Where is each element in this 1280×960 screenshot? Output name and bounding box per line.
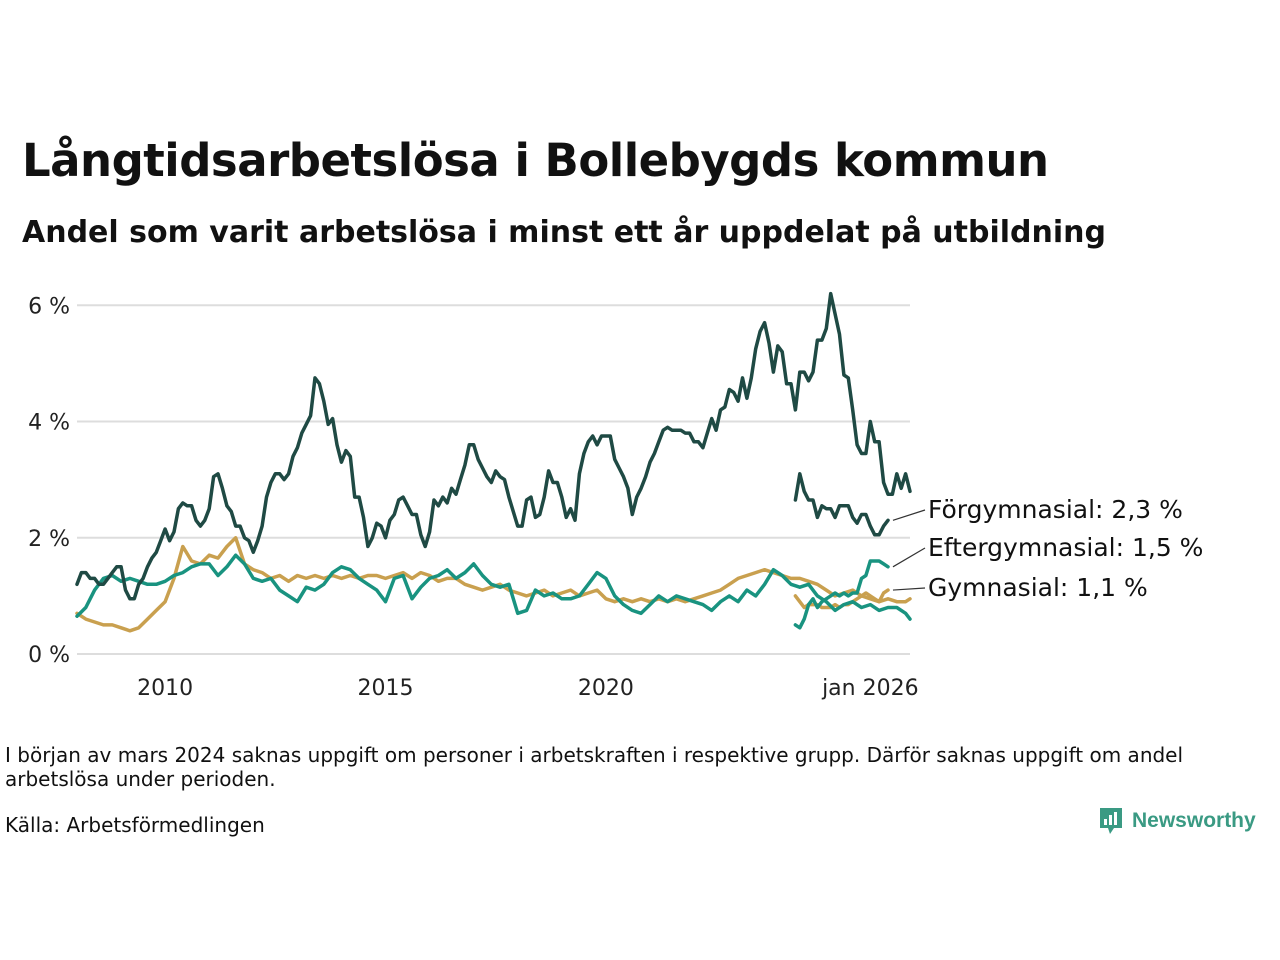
source-text: Källa: Arbetsförmedlingen <box>5 813 265 837</box>
chart-title: Långtidsarbetslösa i Bollebygds kommun <box>22 134 1049 187</box>
label-leader <box>892 509 926 521</box>
chart-subtitle: Andel som varit arbetslösa i minst ett å… <box>22 215 1106 250</box>
series-line-eftergymnasial <box>75 553 912 621</box>
series-line-förgymnasial <box>75 291 912 601</box>
x-axis: 2010 2015 2020 jan 2026 <box>137 676 918 701</box>
footnote: I början av mars 2024 saknas uppgift om … <box>5 743 1184 791</box>
line-chart: 0 % 2 % 4 % 6 % 2010 2015 2020 jan 2026 Förgym… <box>28 291 1203 701</box>
brand-name: Newsworthy <box>1132 809 1256 832</box>
end-label-gymnasial: Gymnasial: 1,1 % <box>928 573 1148 602</box>
series-line-förgymnasial-after-gap <box>793 472 890 537</box>
y-tick-label: 4 % <box>28 411 70 436</box>
series-line-eftergymnasial-after-gap <box>793 559 890 630</box>
y-axis: 0 % 2 % 4 % 6 % <box>28 294 70 668</box>
y-tick-label: 6 % <box>28 294 70 319</box>
series-lines <box>75 291 912 633</box>
y-tick-label: 2 % <box>28 527 70 552</box>
y-tick-label: 0 % <box>28 643 70 668</box>
end-label-eftergymnasial: Eftergymnasial: 1,5 % <box>928 533 1203 562</box>
newsworthy-icon <box>1100 808 1122 834</box>
end-label-förgymnasial: Förgymnasial: 2,3 % <box>928 495 1183 524</box>
x-tick-label: 2010 <box>137 676 193 701</box>
end-labels: Förgymnasial: 2,3 % Eftergymnasial: 1,5 %… <box>892 495 1203 602</box>
label-leader <box>892 587 926 591</box>
grid-lines <box>77 304 910 655</box>
x-tick-label: 2020 <box>578 676 634 701</box>
brand-logo: Newsworthy <box>1098 806 1256 836</box>
x-tick-label: jan 2026 <box>821 676 919 701</box>
label-leader <box>892 547 926 568</box>
x-tick-label: 2015 <box>358 676 414 701</box>
